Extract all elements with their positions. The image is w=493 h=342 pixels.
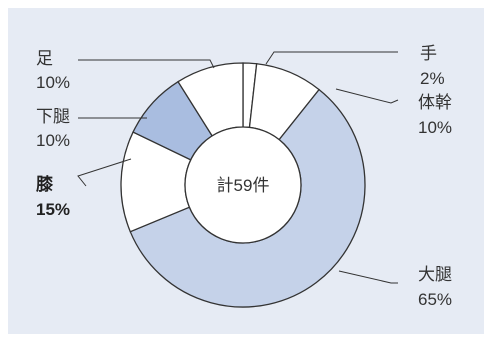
slice-value-5: 10% [36,131,70,150]
slice-label-6: 足 [36,49,53,68]
center-total-label: 計59件 [217,176,270,195]
slice-label-3: 大腿 [418,265,452,284]
labels-group: 手 2% 体幹 10% 大腿 65% 膝 15% 下腿 10% 足 10% [36,44,452,309]
leader-lines-group [77,51,399,284]
leader-line-4 [77,158,132,187]
slice-label-5: 下腿 [36,107,70,126]
slice-label-4: 膝 [36,174,54,194]
slice-value-2: 10% [418,118,452,137]
slice-label-2: 体幹 [418,92,452,112]
slice-value-1: 2% [420,69,445,88]
leader-line-3 [338,270,398,284]
leader-line-1 [265,51,398,65]
slice-value-4: 15% [36,200,70,219]
leader-line-6 [78,59,215,69]
donut-hole [184,126,302,244]
slices-group [120,62,366,308]
slice-value-3: 65% [418,290,452,309]
leader-line-2 [335,88,399,104]
slice-value-6: 10% [36,73,70,92]
slice-label-1: 手 [420,44,437,63]
